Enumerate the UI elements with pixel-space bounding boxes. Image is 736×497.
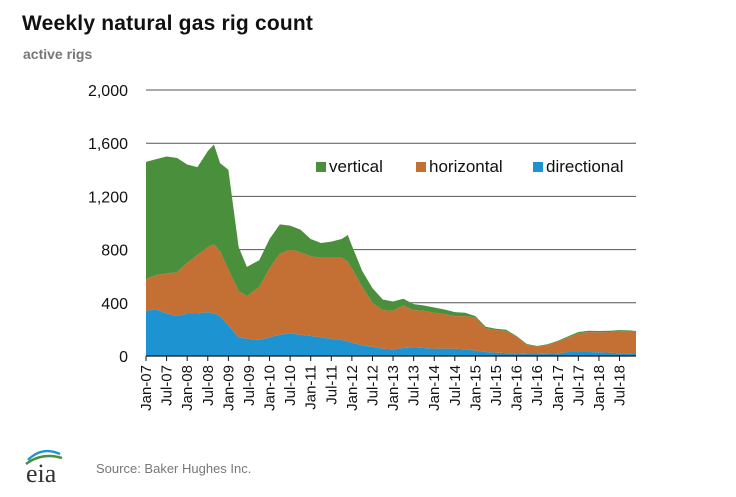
- chart-subtitle: active rigs: [23, 46, 93, 62]
- x-tick-label: Jul-16: [529, 365, 546, 406]
- legend-swatch-vertical: [316, 162, 326, 172]
- x-tick-label: Jul-18: [612, 365, 629, 406]
- x-tick-label: Jan-10: [262, 365, 279, 411]
- x-tick-label: Jan-15: [467, 365, 484, 411]
- x-tick-label: Jul-15: [488, 365, 505, 406]
- x-tick-label: Jan-11: [303, 365, 320, 410]
- stacked-areas: [146, 144, 636, 356]
- chart-title: Weekly natural gas rig count: [22, 12, 314, 35]
- y-tick-label: 0: [119, 349, 128, 366]
- x-tick-label: Jul-17: [570, 365, 587, 406]
- legend-label-horizontal: horizontal: [429, 157, 503, 176]
- x-tick-label: Jan-07: [138, 365, 155, 411]
- x-tick-label: Jan-16: [509, 365, 526, 411]
- x-tick-label: Jul-14: [447, 365, 464, 406]
- legend-label-directional: directional: [546, 157, 624, 176]
- y-tick-label: 400: [101, 296, 128, 313]
- area-vertical: [146, 144, 636, 347]
- y-tick-label: 1,200: [88, 189, 128, 206]
- legend-swatch-horizontal: [416, 162, 426, 172]
- x-tick-label: Jan-14: [426, 365, 443, 411]
- x-tick-label: Jul-11: [323, 365, 340, 405]
- x-tick-label: Jul-07: [159, 365, 176, 406]
- legend: vertical horizontal directional: [316, 157, 624, 176]
- source-note: Source: Baker Hughes Inc.: [96, 461, 252, 476]
- x-axis: Jan-07 Jul-07 Jan-08 Jul-08 Jan-09 Jul-09 Jan-…: [138, 355, 636, 411]
- x-tick-label: Jan-13: [385, 365, 402, 411]
- eia-logo: eia: [25, 449, 63, 488]
- x-tick-label: Jan-08: [179, 365, 196, 411]
- y-tick-label: 2,000: [88, 83, 128, 100]
- legend-swatch-directional: [533, 162, 543, 172]
- area-directional: [146, 309, 636, 356]
- x-tick-label: Jul-13: [406, 365, 423, 406]
- y-tick-label: 800: [101, 243, 128, 260]
- x-tick-label: Jul-12: [364, 365, 381, 406]
- logo-text: eia: [26, 459, 57, 488]
- legend-label-vertical: vertical: [329, 157, 383, 176]
- x-tick-label: Jul-08: [200, 365, 217, 406]
- y-tick-label: 1,600: [88, 136, 128, 153]
- area-horizontal: [146, 244, 636, 355]
- x-tick-label: Jul-10: [282, 365, 299, 406]
- x-tick-label: Jul-09: [241, 365, 258, 406]
- x-tick-label: Jan-17: [550, 365, 567, 411]
- x-tick-label: Jan-18: [591, 365, 608, 411]
- x-tick-label: Jan-09: [220, 365, 237, 411]
- x-tick-label: Jan-12: [344, 365, 361, 411]
- y-axis: 0 400 800 1,200 1,600 2,000: [88, 83, 128, 366]
